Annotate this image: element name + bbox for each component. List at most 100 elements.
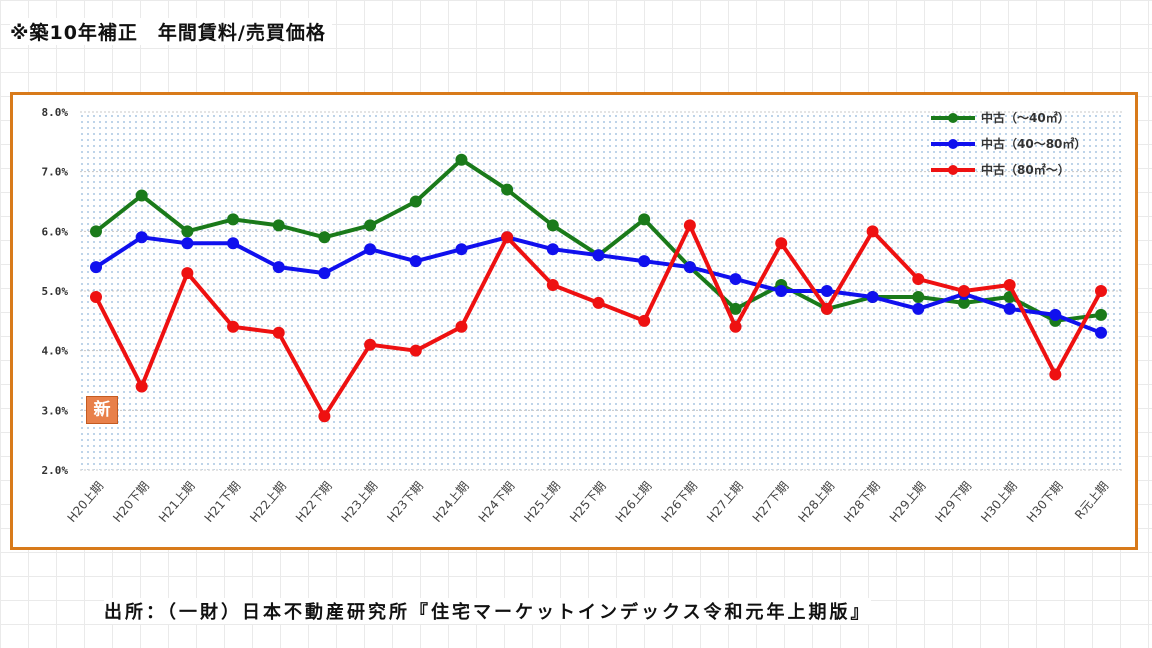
- data-point-0: [501, 183, 514, 196]
- line-chart: 2.0%3.0%4.0%5.0%6.0%7.0%8.0%H20上期 H20下期 H2…: [42, 106, 1124, 525]
- data-point-0: [546, 219, 559, 232]
- data-point-0: [957, 296, 970, 309]
- data-point-2: [957, 285, 970, 297]
- y-tick-label: 2.0%: [42, 464, 69, 477]
- data-point-2: [1003, 279, 1016, 292]
- data-point-2: [729, 320, 742, 333]
- data-point-2: [638, 314, 651, 327]
- data-point-0: [227, 213, 240, 226]
- data-point-1: [455, 243, 468, 256]
- data-point-2: [90, 290, 102, 303]
- data-point-1: [1049, 308, 1062, 321]
- data-point-1: [364, 243, 377, 256]
- data-point-1: [135, 231, 148, 244]
- data-point-1: [546, 243, 559, 256]
- x-tick-label: H27上期: [704, 479, 746, 525]
- data-point-1: [592, 249, 605, 262]
- x-tick-label: H29下期: [932, 479, 974, 525]
- data-point-1: [1003, 302, 1016, 315]
- chart-frame: 2.0% 3.0% 4.0% 5.0% 6.0% 7.0% 8.0% H20上期 H20下期 H2…: [10, 92, 1138, 550]
- y-tick-label: 8.0%: [42, 106, 69, 119]
- x-tick-label: H25上期: [521, 479, 563, 525]
- x-tick-label: H23下期: [384, 479, 426, 525]
- x-tick-label: H28上期: [795, 479, 837, 525]
- x-tick-label: H30上期: [978, 479, 1020, 525]
- data-point-1: [318, 267, 331, 280]
- data-point-1: [866, 290, 879, 303]
- data-point-2: [775, 237, 788, 250]
- x-tick-label: H20上期: [65, 479, 107, 525]
- legend-swatch-point: [948, 113, 958, 123]
- data-point-2: [272, 326, 285, 339]
- legend-swatch-point: [948, 165, 958, 175]
- x-tick-label: H23上期: [339, 479, 381, 525]
- data-point-0: [638, 213, 651, 226]
- x-tick-label: R元上期: [1072, 479, 1111, 522]
- y-tick-label: 4.0%: [42, 345, 69, 358]
- data-point-0: [912, 290, 925, 303]
- x-tick-label: H28下期: [841, 479, 883, 525]
- source-note: 出所：（一財）日本不動産研究所『住宅マーケットインデックス令和元年上期版』: [104, 598, 872, 624]
- data-point-1: [90, 261, 102, 274]
- x-tick-label: H29上期: [887, 479, 929, 525]
- x-tick-label: H25下期: [567, 479, 609, 525]
- data-point-2: [227, 320, 240, 333]
- data-point-1: [775, 285, 788, 297]
- x-tick-label: H30下期: [1024, 479, 1066, 525]
- page-title: ※築10年補正 年間賃料/売買価格: [10, 18, 332, 45]
- data-point-0: [1095, 308, 1107, 321]
- data-point-2: [455, 320, 468, 333]
- data-point-1: [638, 255, 651, 268]
- x-tick-label: H26上期: [613, 479, 655, 525]
- data-point-0: [364, 219, 377, 232]
- x-tick-label: H24上期: [430, 479, 472, 525]
- data-point-1: [683, 261, 696, 274]
- data-point-0: [318, 231, 331, 244]
- data-point-2: [912, 273, 925, 286]
- x-tick-label: H27下期: [750, 479, 792, 525]
- data-point-1: [820, 285, 833, 297]
- data-point-1: [272, 261, 285, 274]
- data-point-2: [1095, 285, 1107, 297]
- data-point-2: [866, 225, 879, 238]
- data-point-1: [729, 273, 742, 286]
- x-tick-label: H21上期: [156, 479, 198, 525]
- data-point-2: [135, 380, 148, 393]
- data-point-0: [409, 195, 422, 208]
- data-point-0: [272, 219, 285, 232]
- data-point-0: [455, 153, 468, 166]
- data-point-2: [364, 338, 377, 351]
- data-point-0: [135, 189, 148, 202]
- x-tick-label: H26下期: [658, 479, 700, 525]
- data-point-1: [409, 255, 422, 268]
- data-point-2: [683, 219, 696, 232]
- data-point-1: [912, 302, 925, 315]
- y-tick-label: 6.0%: [42, 225, 69, 238]
- data-point-2: [820, 302, 833, 315]
- x-tick-label: H22下期: [293, 479, 335, 525]
- data-point-2: [592, 296, 605, 309]
- data-point-2: [501, 231, 514, 244]
- data-point-0: [729, 302, 742, 315]
- y-tick-label: 7.0%: [42, 166, 69, 179]
- legend-label: 中古（～40㎡）: [981, 110, 1070, 125]
- new-badge: 新: [86, 396, 118, 424]
- x-tick-label: H24下期: [476, 479, 518, 525]
- y-tick-label: 3.0%: [42, 404, 69, 417]
- data-point-2: [546, 279, 559, 292]
- data-point-2: [181, 267, 194, 280]
- x-tick-label: H20下期: [110, 479, 152, 525]
- data-point-2: [318, 410, 331, 423]
- legend-label: 中古（40～80㎡）: [981, 136, 1086, 151]
- x-tick-label: H22上期: [247, 479, 289, 525]
- legend-label: 中古（80㎡～）: [981, 162, 1070, 177]
- data-point-1: [181, 237, 194, 250]
- y-tick-label: 5.0%: [42, 285, 69, 298]
- data-point-2: [1049, 368, 1062, 381]
- legend-swatch-point: [948, 139, 958, 149]
- data-point-0: [181, 225, 194, 238]
- x-tick-label: H21下期: [202, 479, 244, 525]
- data-point-0: [90, 225, 102, 238]
- data-point-2: [409, 344, 422, 357]
- data-point-1: [1095, 326, 1107, 339]
